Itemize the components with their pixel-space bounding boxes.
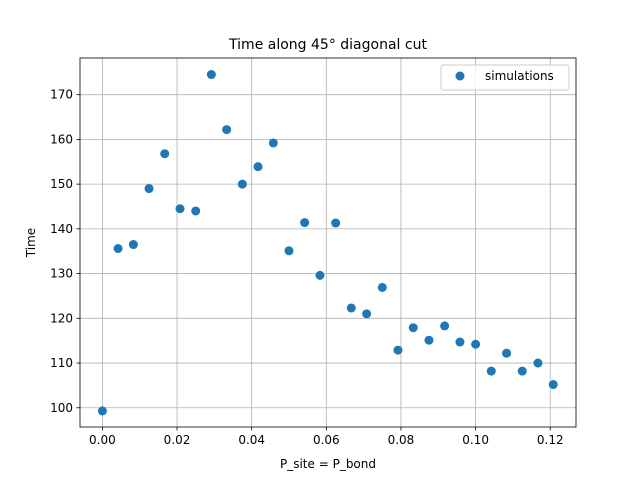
y-tick-label: 160 xyxy=(50,132,73,146)
x-tick-label: 0.06 xyxy=(313,433,340,447)
data-point xyxy=(502,348,512,358)
x-tick-label: 0.02 xyxy=(164,433,191,447)
y-tick-label: 130 xyxy=(50,267,73,281)
data-point xyxy=(424,335,434,345)
data-point xyxy=(284,246,294,256)
axis-ticks: 0.00 0.02 0.04 0.06 0.08 0.10 0.12 100 110 120 130… xyxy=(50,88,564,447)
data-point xyxy=(300,218,310,228)
chart-title: Time along 45° diagonal cut xyxy=(228,37,427,53)
data-point xyxy=(144,184,154,194)
data-point xyxy=(393,345,403,355)
data-point xyxy=(191,206,201,216)
data-point xyxy=(346,303,356,313)
x-tick-label: 0.00 xyxy=(89,433,116,447)
y-tick-label: 150 xyxy=(50,177,73,191)
data-point xyxy=(128,240,138,250)
data-point xyxy=(517,366,527,376)
y-tick-label: 140 xyxy=(50,222,73,236)
data-point xyxy=(408,323,418,333)
x-tick-label: 0.12 xyxy=(537,433,564,447)
legend-box xyxy=(440,64,570,91)
data-point xyxy=(97,406,107,416)
legend-marker xyxy=(455,71,465,81)
data-point xyxy=(113,244,123,254)
data-point xyxy=(548,380,558,390)
x-axis-label: P_site = P_bond xyxy=(280,457,376,471)
data-point xyxy=(175,204,185,214)
data-point xyxy=(455,337,465,347)
data-point xyxy=(237,179,247,189)
data-point xyxy=(377,282,387,292)
data-point xyxy=(222,125,232,135)
grid-lines xyxy=(80,58,576,427)
data-point xyxy=(471,339,481,349)
data-point xyxy=(268,138,278,148)
y-axis-label: Time xyxy=(24,228,38,258)
data-point xyxy=(362,309,372,319)
data-point xyxy=(331,218,341,228)
x-tick-label: 0.04 xyxy=(238,433,265,447)
x-tick-label: 0.10 xyxy=(462,433,489,447)
y-tick-label: 110 xyxy=(50,356,73,370)
legend-label: simulations xyxy=(485,69,554,83)
data-point xyxy=(440,321,450,331)
data-point xyxy=(533,358,543,368)
data-points xyxy=(97,70,558,416)
data-point xyxy=(315,270,325,280)
data-point xyxy=(253,162,263,172)
data-point xyxy=(206,70,216,80)
data-point xyxy=(486,366,496,376)
y-tick-label: 100 xyxy=(50,401,73,415)
x-tick-label: 0.08 xyxy=(388,433,415,447)
legend: simulations xyxy=(440,64,570,91)
y-tick-label: 170 xyxy=(50,88,73,102)
y-tick-label: 120 xyxy=(50,311,73,325)
data-point xyxy=(160,149,170,159)
plot-frame xyxy=(79,57,577,428)
